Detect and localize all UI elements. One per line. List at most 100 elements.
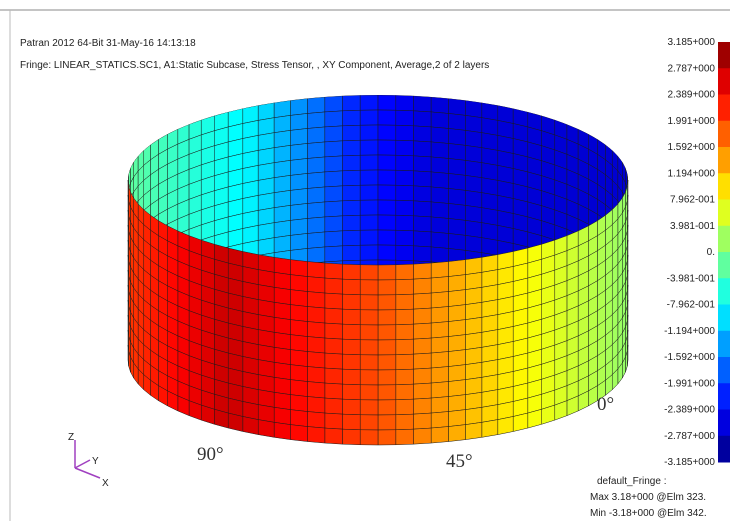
inner-element [414,156,432,172]
inner-element [431,142,448,159]
inner-element [378,170,396,185]
legend-label: -1.194+000 [664,326,715,337]
outer-element [291,380,308,397]
inner-element [378,215,396,230]
inner-element [414,111,432,127]
outer-element [482,390,498,408]
outer-element [342,324,360,340]
inner-element [308,127,325,144]
inner-element [308,217,325,234]
outer-element [414,278,432,294]
outer-element [360,355,378,370]
outer-element [360,310,378,325]
outer-element [308,427,325,444]
inner-element [482,163,498,181]
outer-element [482,360,498,378]
outer-element [342,429,360,445]
inner-element [448,113,465,130]
legend-label: 7.962-001 [670,195,715,206]
outer-element [342,354,360,370]
legend-swatch [718,252,730,279]
inner-element [342,185,360,201]
inner-element [482,193,498,211]
outer-element [448,260,465,277]
legend-label: 3.981-001 [670,221,715,232]
inner-element [431,232,448,249]
header-title: Patran 2012 64-Bit 31-May-16 14:13:18 [20,38,196,49]
outer-element [431,277,448,294]
outer-element [482,405,498,423]
inner-element [274,175,290,192]
footer-line: Max 3.18+000 @Elm 323. [590,492,706,503]
inner-element [325,156,343,172]
inner-element [342,125,360,141]
inner-element [291,143,308,160]
outer-element [465,362,481,379]
inner-element [258,223,274,241]
inner-element [342,110,360,126]
inner-element [465,115,481,132]
outer-element [274,362,290,379]
inner-element [258,208,274,226]
outer-element [325,338,343,354]
legend-label: 3.185+000 [667,37,715,48]
outer-element [448,320,465,337]
outer-element [258,255,274,273]
legend-label: 1.991+000 [667,116,715,127]
outer-element [465,257,481,274]
inner-element [414,186,432,202]
outer-element [448,395,465,412]
outer-element [448,305,465,322]
inner-element [414,141,432,157]
inner-element [342,155,360,171]
outer-element [274,317,290,334]
outer-element [396,279,414,295]
outer-element [465,377,481,394]
inner-element [465,220,481,237]
inner-element [396,215,414,231]
legend-swatch [718,436,730,463]
outer-element [274,302,290,319]
outer-element [482,330,498,348]
outer-element [274,272,290,289]
inner-element [325,111,343,127]
inner-element [482,103,498,121]
inner-element [360,125,378,140]
outer-element [482,300,498,318]
inner-element [291,203,308,220]
outer-element [308,262,325,279]
angle-label: 45° [446,451,473,472]
outer-element [274,287,290,304]
outer-element [465,392,481,409]
inner-element [414,246,432,262]
outer-element [360,280,378,295]
legend-label: -1.592+000 [664,352,715,363]
inner-element [448,98,465,115]
outer-element [325,398,343,414]
outer-element [414,398,432,414]
outer-element [243,417,258,435]
inner-element [274,100,290,117]
outer-element [342,279,360,295]
inner-element [414,171,432,187]
outer-element [291,260,308,277]
inner-element [308,247,325,264]
outer-element [396,324,414,340]
inner-element [308,142,325,159]
outer-element [258,375,274,393]
outer-element [482,270,498,288]
outer-element [378,265,396,280]
legend-label: 2.389+000 [667,90,715,101]
inner-element [414,126,432,142]
inner-element [482,178,498,196]
inner-element [448,233,465,250]
outer-element [360,340,378,355]
outer-element [482,345,498,363]
outer-element [258,285,274,303]
inner-element [482,133,498,151]
outer-element [414,428,432,444]
legend-swatch [718,410,730,437]
outer-element [431,367,448,384]
inner-element [325,186,343,202]
inner-element [396,155,414,171]
